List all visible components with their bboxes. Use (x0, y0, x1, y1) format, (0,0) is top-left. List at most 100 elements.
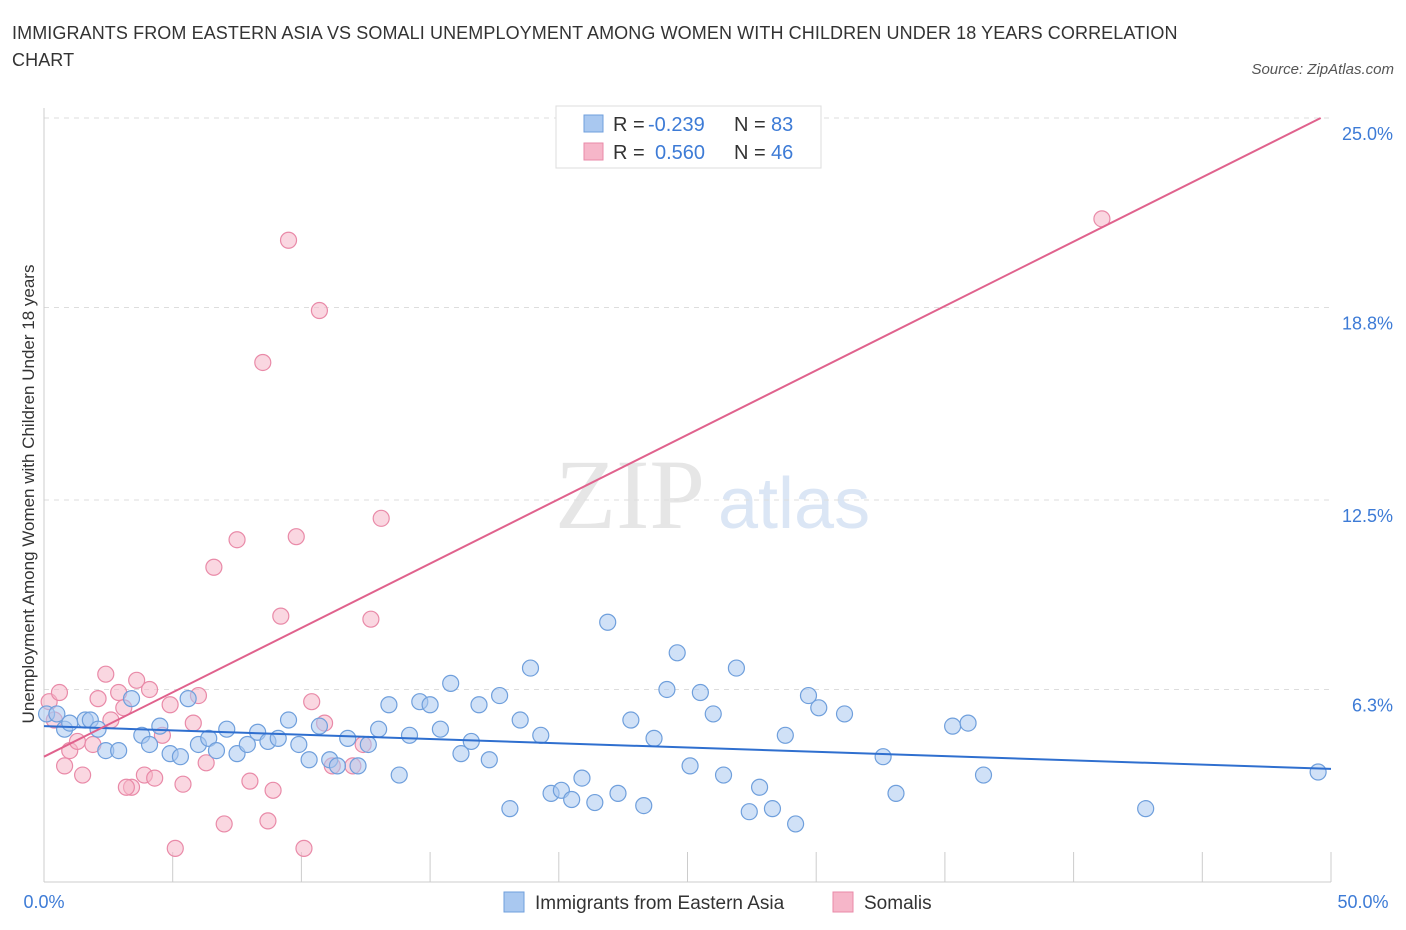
somalis-point-21 (174, 775, 192, 793)
somalis-point-24 (197, 754, 215, 772)
eastern-asia-point-8 (110, 741, 128, 760)
somalis-point-2 (50, 683, 69, 702)
eastern-asia-point-31 (339, 729, 357, 747)
somalis-point-22 (184, 714, 202, 732)
legend-r-value-blue: -0.239 (648, 114, 705, 136)
eastern-asia-point-49 (521, 659, 540, 677)
somalis-point-6 (74, 766, 92, 784)
eastern-asia-point-34 (370, 720, 388, 738)
eastern-asia-point-68 (740, 803, 758, 821)
eastern-asia-trendline (43, 725, 1332, 770)
eastern-asia-point-67 (727, 659, 746, 677)
eastern-asia-point-42 (452, 745, 470, 763)
eastern-asia-point-19 (218, 720, 236, 738)
legend-n-value-pink: 46 (771, 142, 793, 164)
legend-n-value-blue: 83 (771, 114, 793, 136)
legend-n-label-pink: N = (734, 142, 766, 164)
eastern-asia-point-61 (658, 680, 676, 699)
eastern-asia-point-62 (668, 644, 686, 662)
y-tick-label-1: 12.5% (1342, 506, 1393, 526)
eastern-asia-point-35 (380, 696, 398, 714)
somalis-point-30 (259, 812, 277, 830)
eastern-asia-point-57 (609, 784, 627, 802)
eastern-asia-point-50 (532, 726, 550, 744)
eastern-asia-point-81 (1137, 800, 1155, 818)
eastern-asia-point-64 (691, 683, 709, 702)
eastern-asia-point-72 (787, 815, 805, 833)
y-tick-label-0: 6.3% (1352, 695, 1393, 715)
legend-r-label-blue: R = (613, 114, 645, 136)
y-axis-label: Unemployment Among Women with Children U… (19, 265, 38, 724)
somalis-point-33 (279, 231, 298, 249)
x-axis-ticks (43, 852, 1332, 882)
legend-swatch-somalis (832, 891, 854, 913)
source-label: Source: ZipAtlas.com (1251, 61, 1394, 78)
somalis-point-8 (89, 690, 107, 708)
legend-swatch-pink (583, 142, 604, 161)
somalis-point-28 (241, 772, 259, 790)
eastern-asia-point-45 (480, 751, 498, 769)
eastern-asia-point-54 (573, 769, 591, 787)
eastern-asia-point-30 (328, 757, 347, 775)
eastern-asia-point-27 (300, 751, 318, 769)
legend-label-eastern-asia: Immigrants from Eastern Asia (535, 893, 785, 914)
legend-n-label-blue: N = (734, 114, 766, 136)
somalis-point-34 (287, 528, 305, 546)
somalis-point-36 (303, 693, 321, 711)
watermark-atlas: atlas (718, 464, 870, 544)
eastern-asia-point-77 (887, 784, 905, 802)
eastern-asia-point-71 (776, 726, 794, 744)
eastern-asia-point-55 (586, 793, 604, 812)
somalis-point-27 (228, 531, 246, 549)
eastern-asia-point-47 (501, 800, 519, 818)
eastern-asia-point-78 (944, 717, 962, 735)
eastern-asia-point-11 (140, 735, 159, 754)
legend-swatch-eastern-asia (503, 891, 525, 913)
somalis-point-37 (310, 301, 329, 320)
somalis-point-25 (205, 558, 223, 576)
correlation-legend: R = -0.239 N = 83 R = 0.560 N = 46 (555, 105, 822, 169)
somalis-point-5 (68, 732, 87, 751)
eastern-asia-point-39 (421, 696, 439, 714)
series-legend: Immigrants from Eastern Asia Somalis (503, 891, 932, 914)
eastern-asia-point-65 (704, 705, 722, 723)
eastern-asia-point-63 (681, 757, 699, 775)
eastern-asia-point-53 (563, 790, 581, 809)
somalis-point-16 (140, 680, 159, 699)
legend-r-label-pink: R = (613, 142, 645, 164)
watermark-zip: ZIP (555, 439, 705, 550)
somalis-point-42 (362, 610, 380, 628)
gridlines (44, 117, 1331, 690)
eastern-asia-point-46 (490, 686, 509, 705)
legend-r-value-pink: 0.560 (655, 142, 705, 164)
eastern-asia-point-21 (238, 735, 256, 754)
eastern-asia-point-73 (799, 686, 818, 705)
eastern-asia-point-82 (1309, 763, 1327, 781)
eastern-asia-point-74 (810, 699, 828, 717)
eastern-asia-point-1 (48, 705, 66, 723)
y-tick-label-2: 18.8% (1342, 313, 1393, 333)
eastern-asia-point-17 (200, 729, 218, 747)
eastern-asia-point-79 (959, 714, 977, 732)
somalis-point-19 (161, 696, 179, 714)
eastern-asia-point-76 (874, 748, 892, 766)
eastern-asia-point-58 (622, 711, 640, 729)
y-tick-label-3: 25.0% (1342, 124, 1393, 144)
somalis-point-29 (254, 353, 272, 372)
eastern-asia-points (37, 613, 1327, 833)
eastern-asia-point-14 (171, 748, 190, 766)
eastern-asia-point-9 (122, 690, 141, 708)
eastern-asia-point-28 (310, 717, 329, 735)
somalis-point-35 (295, 839, 313, 857)
eastern-asia-point-26 (290, 735, 308, 754)
somalis-point-20 (166, 839, 184, 857)
eastern-asia-point-15 (179, 690, 197, 708)
eastern-asia-point-33 (359, 735, 377, 754)
somalis-point-45 (117, 778, 135, 796)
x-tick-label-min: 0.0% (23, 892, 64, 912)
eastern-asia-point-80 (974, 766, 993, 784)
eastern-asia-point-70 (763, 800, 782, 818)
eastern-asia-point-44 (470, 696, 488, 714)
eastern-asia-point-25 (279, 711, 298, 729)
somalis-point-14 (128, 671, 146, 689)
